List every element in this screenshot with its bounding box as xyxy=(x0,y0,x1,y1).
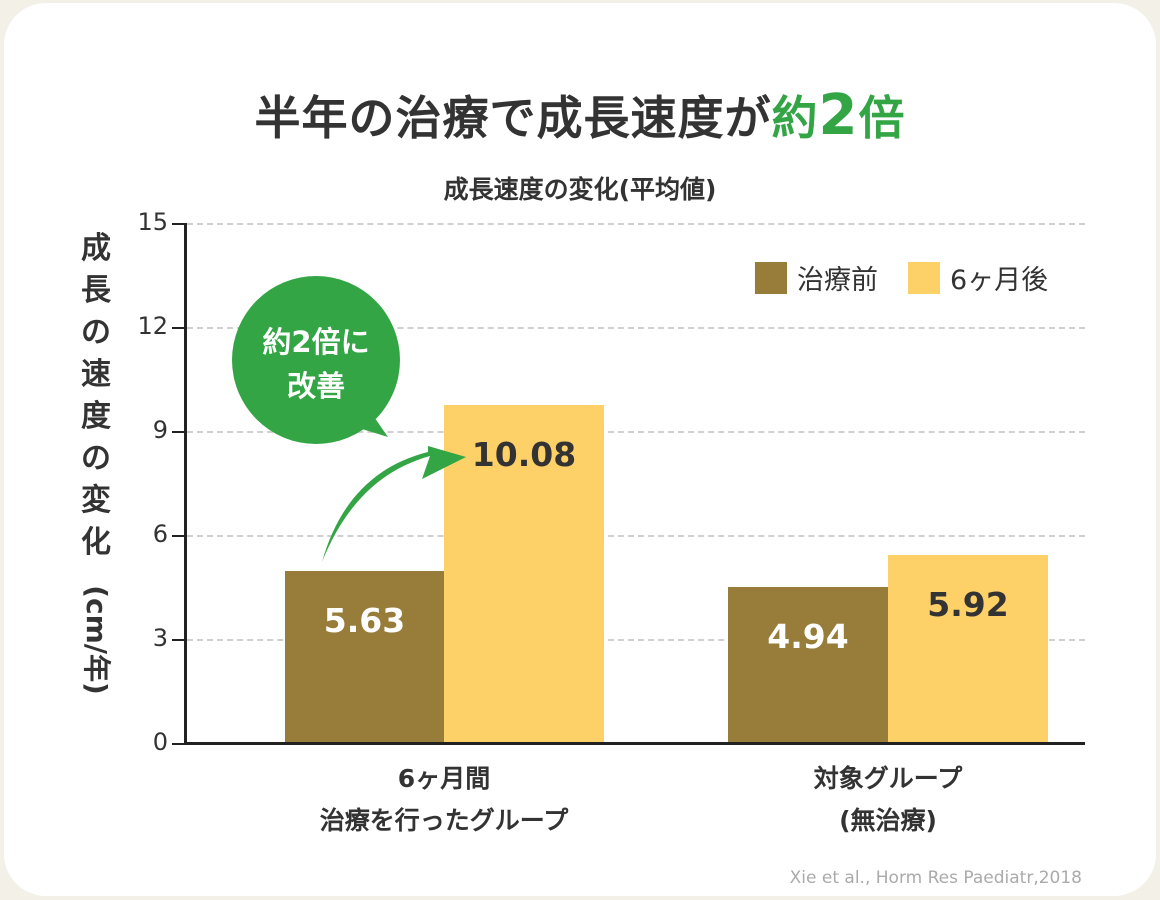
tick-label-3: 3 xyxy=(152,624,168,652)
bar-treated-before: 5.63 xyxy=(285,571,444,743)
source-citation: Xie et al., Horm Res Paediatr,2018 xyxy=(789,868,1082,888)
title-accent-number: 2 xyxy=(818,83,859,148)
tick-mark xyxy=(172,327,185,329)
legend-swatch-after xyxy=(908,261,940,294)
legend-label: 治療前 xyxy=(797,265,878,296)
category-label-control: 対象グループ (無治療) xyxy=(688,758,1088,842)
callout-bubble: 約2倍に 改善 xyxy=(232,276,400,444)
title-main: 半年の治療で成長速度が xyxy=(254,91,772,145)
bar-value-label: 10.08 xyxy=(471,435,577,474)
title-accent-suffix: 倍 xyxy=(858,91,906,145)
category-line1: 6ヶ月間 xyxy=(397,764,491,793)
tick-mark xyxy=(172,535,185,537)
chart-subtitle: 成長速度の変化(平均値) xyxy=(443,175,717,204)
y-label-char: 速 xyxy=(81,357,111,392)
callout-line1: 約2倍に xyxy=(262,325,370,359)
bar-value-label: 5.63 xyxy=(323,601,406,640)
y-label-char: 長 xyxy=(81,273,111,308)
category-line2: 治療を行ったグループ xyxy=(319,806,569,835)
legend: 治療前 6ヶ月後 xyxy=(755,258,1078,297)
y-label-char: 化 xyxy=(81,525,111,560)
callout-line2: 改善 xyxy=(286,369,345,403)
bar-control-before: 4.94 xyxy=(728,587,888,743)
y-label-char: 成 xyxy=(81,231,111,266)
tick-label-6: 6 xyxy=(152,520,168,548)
y-label-char: 変 xyxy=(81,483,111,518)
y-label-char: 度 xyxy=(81,399,111,434)
tick-label-9: 9 xyxy=(152,416,168,444)
bar-value-label: 5.92 xyxy=(927,585,1009,624)
tick-label-15: 15 xyxy=(137,208,168,236)
gridline-6 xyxy=(187,535,1085,537)
tick-label-0: 0 xyxy=(152,728,168,756)
title-accent: 約2倍 xyxy=(771,83,906,148)
gridline-12 xyxy=(187,327,1085,329)
tick-mark xyxy=(172,431,185,433)
category-line1: 対象グループ xyxy=(813,764,963,793)
category-line2: (無治療) xyxy=(839,806,937,835)
tick-mark xyxy=(172,223,185,225)
legend-swatch-before xyxy=(755,261,787,294)
y-axis-label: 成 長 の 速 度 の 変 化 (cm/年) xyxy=(76,228,116,714)
category-label-treated: 6ヶ月間 治療を行ったグループ xyxy=(244,758,644,842)
legend-label: 6ヶ月後 xyxy=(950,265,1049,296)
bar-value-label: 4.94 xyxy=(767,617,849,656)
legend-item-before: 治療前 xyxy=(755,258,878,297)
tick-mark xyxy=(172,639,185,641)
bar-control-after: 5.92 xyxy=(888,555,1048,743)
gridline-15 xyxy=(187,223,1085,225)
bar-treated-after: 10.08 xyxy=(444,405,604,743)
gridline-9 xyxy=(187,431,1085,433)
tick-label-12: 12 xyxy=(137,312,168,340)
tick-mark xyxy=(172,743,185,745)
y-axis-line xyxy=(184,223,187,745)
legend-item-after: 6ヶ月後 xyxy=(908,258,1048,297)
y-label-char: の xyxy=(81,441,111,476)
title-accent-prefix: 約 xyxy=(771,91,819,145)
x-axis-line xyxy=(184,742,1085,745)
chart-title: 半年の治療で成長速度が約2倍 xyxy=(0,82,1160,148)
callout-text: 約2倍に 改善 xyxy=(232,320,400,408)
y-label-char: の xyxy=(81,315,111,350)
gridline-3 xyxy=(187,639,1085,641)
